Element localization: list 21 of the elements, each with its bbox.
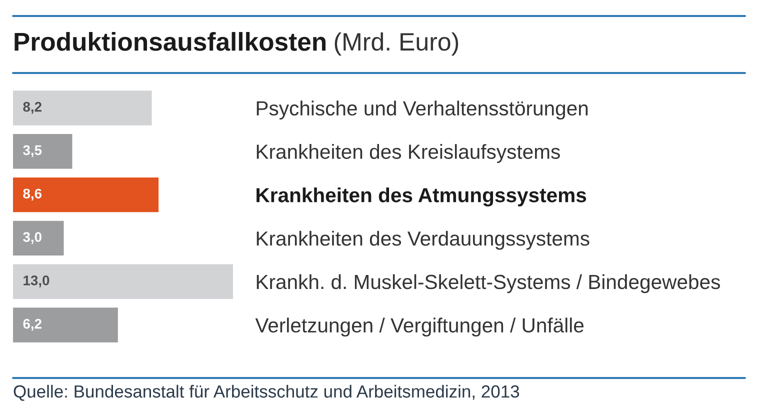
source-note: Quelle: Bundesanstalt für Arbeitsschutz und Arbeitsmedizin, 2013 [14,384,520,401]
data-label: 8,6 [23,188,42,201]
bar [13,220,64,256]
data-label: 3,0 [23,232,42,244]
y-tick-label: Psychische und Verhaltensstörungen [256,100,588,120]
y-tick-label: Krankheiten des Verdauungssystems [256,230,590,250]
bar [13,134,72,169]
text: (Mrd. Euro) [334,32,458,56]
y-tick-label: Verletzungen / Vergiftungen / Unfälle [255,318,584,337]
data-label: 13,0 [24,275,50,288]
bar [13,264,233,299]
y-tick-label: Krankheiten des Kreislaufsystems [256,144,560,163]
bar [13,177,159,212]
y-tick-label: Krankheiten des Atmungssystems [256,187,586,206]
data-label: 8,2 [23,102,42,114]
data-label: 3,5 [23,145,42,158]
y-tick-label: Krankh. d. Muskel-Skelett-Systems / Bindegewebes [256,274,720,294]
data-label: 6,2 [23,318,42,331]
bar [13,308,118,342]
bar [13,90,152,126]
chart-title: Produktionsausfallkosten [14,32,326,51]
